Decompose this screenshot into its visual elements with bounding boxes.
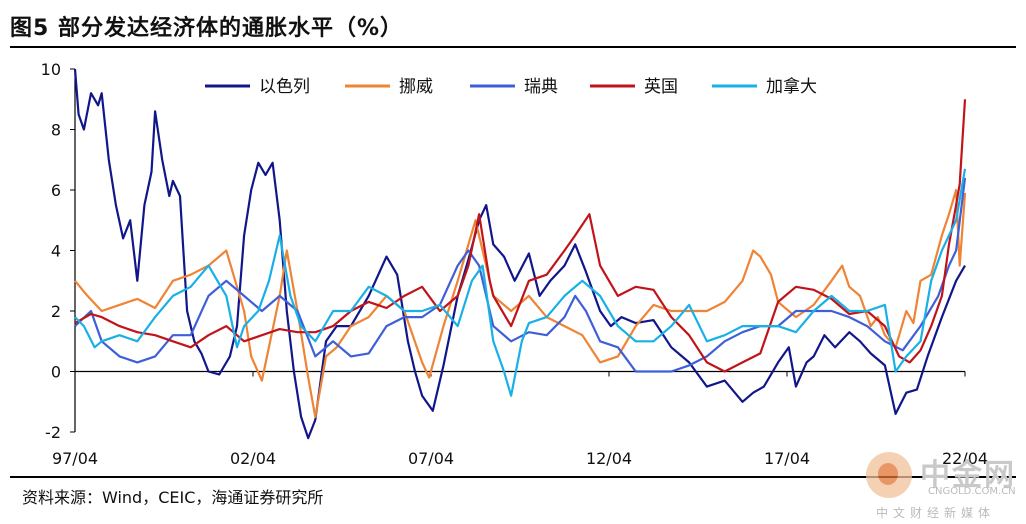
watermark-name: 中金网 [920, 458, 1016, 493]
title-rule [10, 46, 1016, 48]
legend-label: 挪威 [399, 77, 433, 97]
x-tick-label: 12/04 [586, 449, 632, 468]
x-tick-label: 22/04 [942, 449, 988, 468]
header: 图5 部分发达经济体的通胀水平（%） [0, 0, 1026, 50]
x-tick-label: 07/04 [408, 449, 454, 468]
x-tick-label: 02/04 [230, 449, 276, 468]
watermark-subtitle: 中文财经新媒体 [876, 506, 996, 520]
watermark-logo-icon [866, 452, 912, 498]
legend-label: 加拿大 [766, 76, 817, 97]
y-tick-label: 2 [51, 302, 61, 321]
source-note: 资料来源：Wind，CEIC，海通证券研究所 [22, 488, 324, 507]
y-tick-label: 4 [51, 242, 61, 261]
legend-label: 英国 [644, 77, 678, 97]
y-tick-label: 8 [51, 121, 61, 140]
footer-rule [10, 476, 1016, 478]
series-line-3 [74, 177, 967, 373]
y-tick-label: 6 [51, 181, 61, 200]
watermark-domain: CNGOLD.COM.CN [928, 486, 1016, 497]
inflation-line-chart: -2 0 2 4 6 8 10 97/04 02/04 07/04 12/04 17/04 22/04 以… [41, 60, 988, 468]
x-tick-label: 97/04 [52, 449, 98, 468]
series-line-5 [74, 168, 967, 397]
watermark: 中金网 CNGOLD.COM.CN 中文财经新媒体 [860, 450, 1026, 524]
series-line-1 [73, 68, 966, 440]
y-tick-label: -2 [45, 423, 61, 442]
page-title: 图5 部分发达经济体的通胀水平（%） [10, 16, 404, 41]
legend-label: 以色列 [259, 77, 310, 97]
y-tick-label: 10 [41, 60, 61, 79]
y-tick-label: 0 [51, 363, 61, 382]
x-tick-label: 17/04 [764, 449, 810, 468]
series-line-4 [74, 99, 967, 373]
legend-label: 瑞典 [524, 77, 558, 97]
